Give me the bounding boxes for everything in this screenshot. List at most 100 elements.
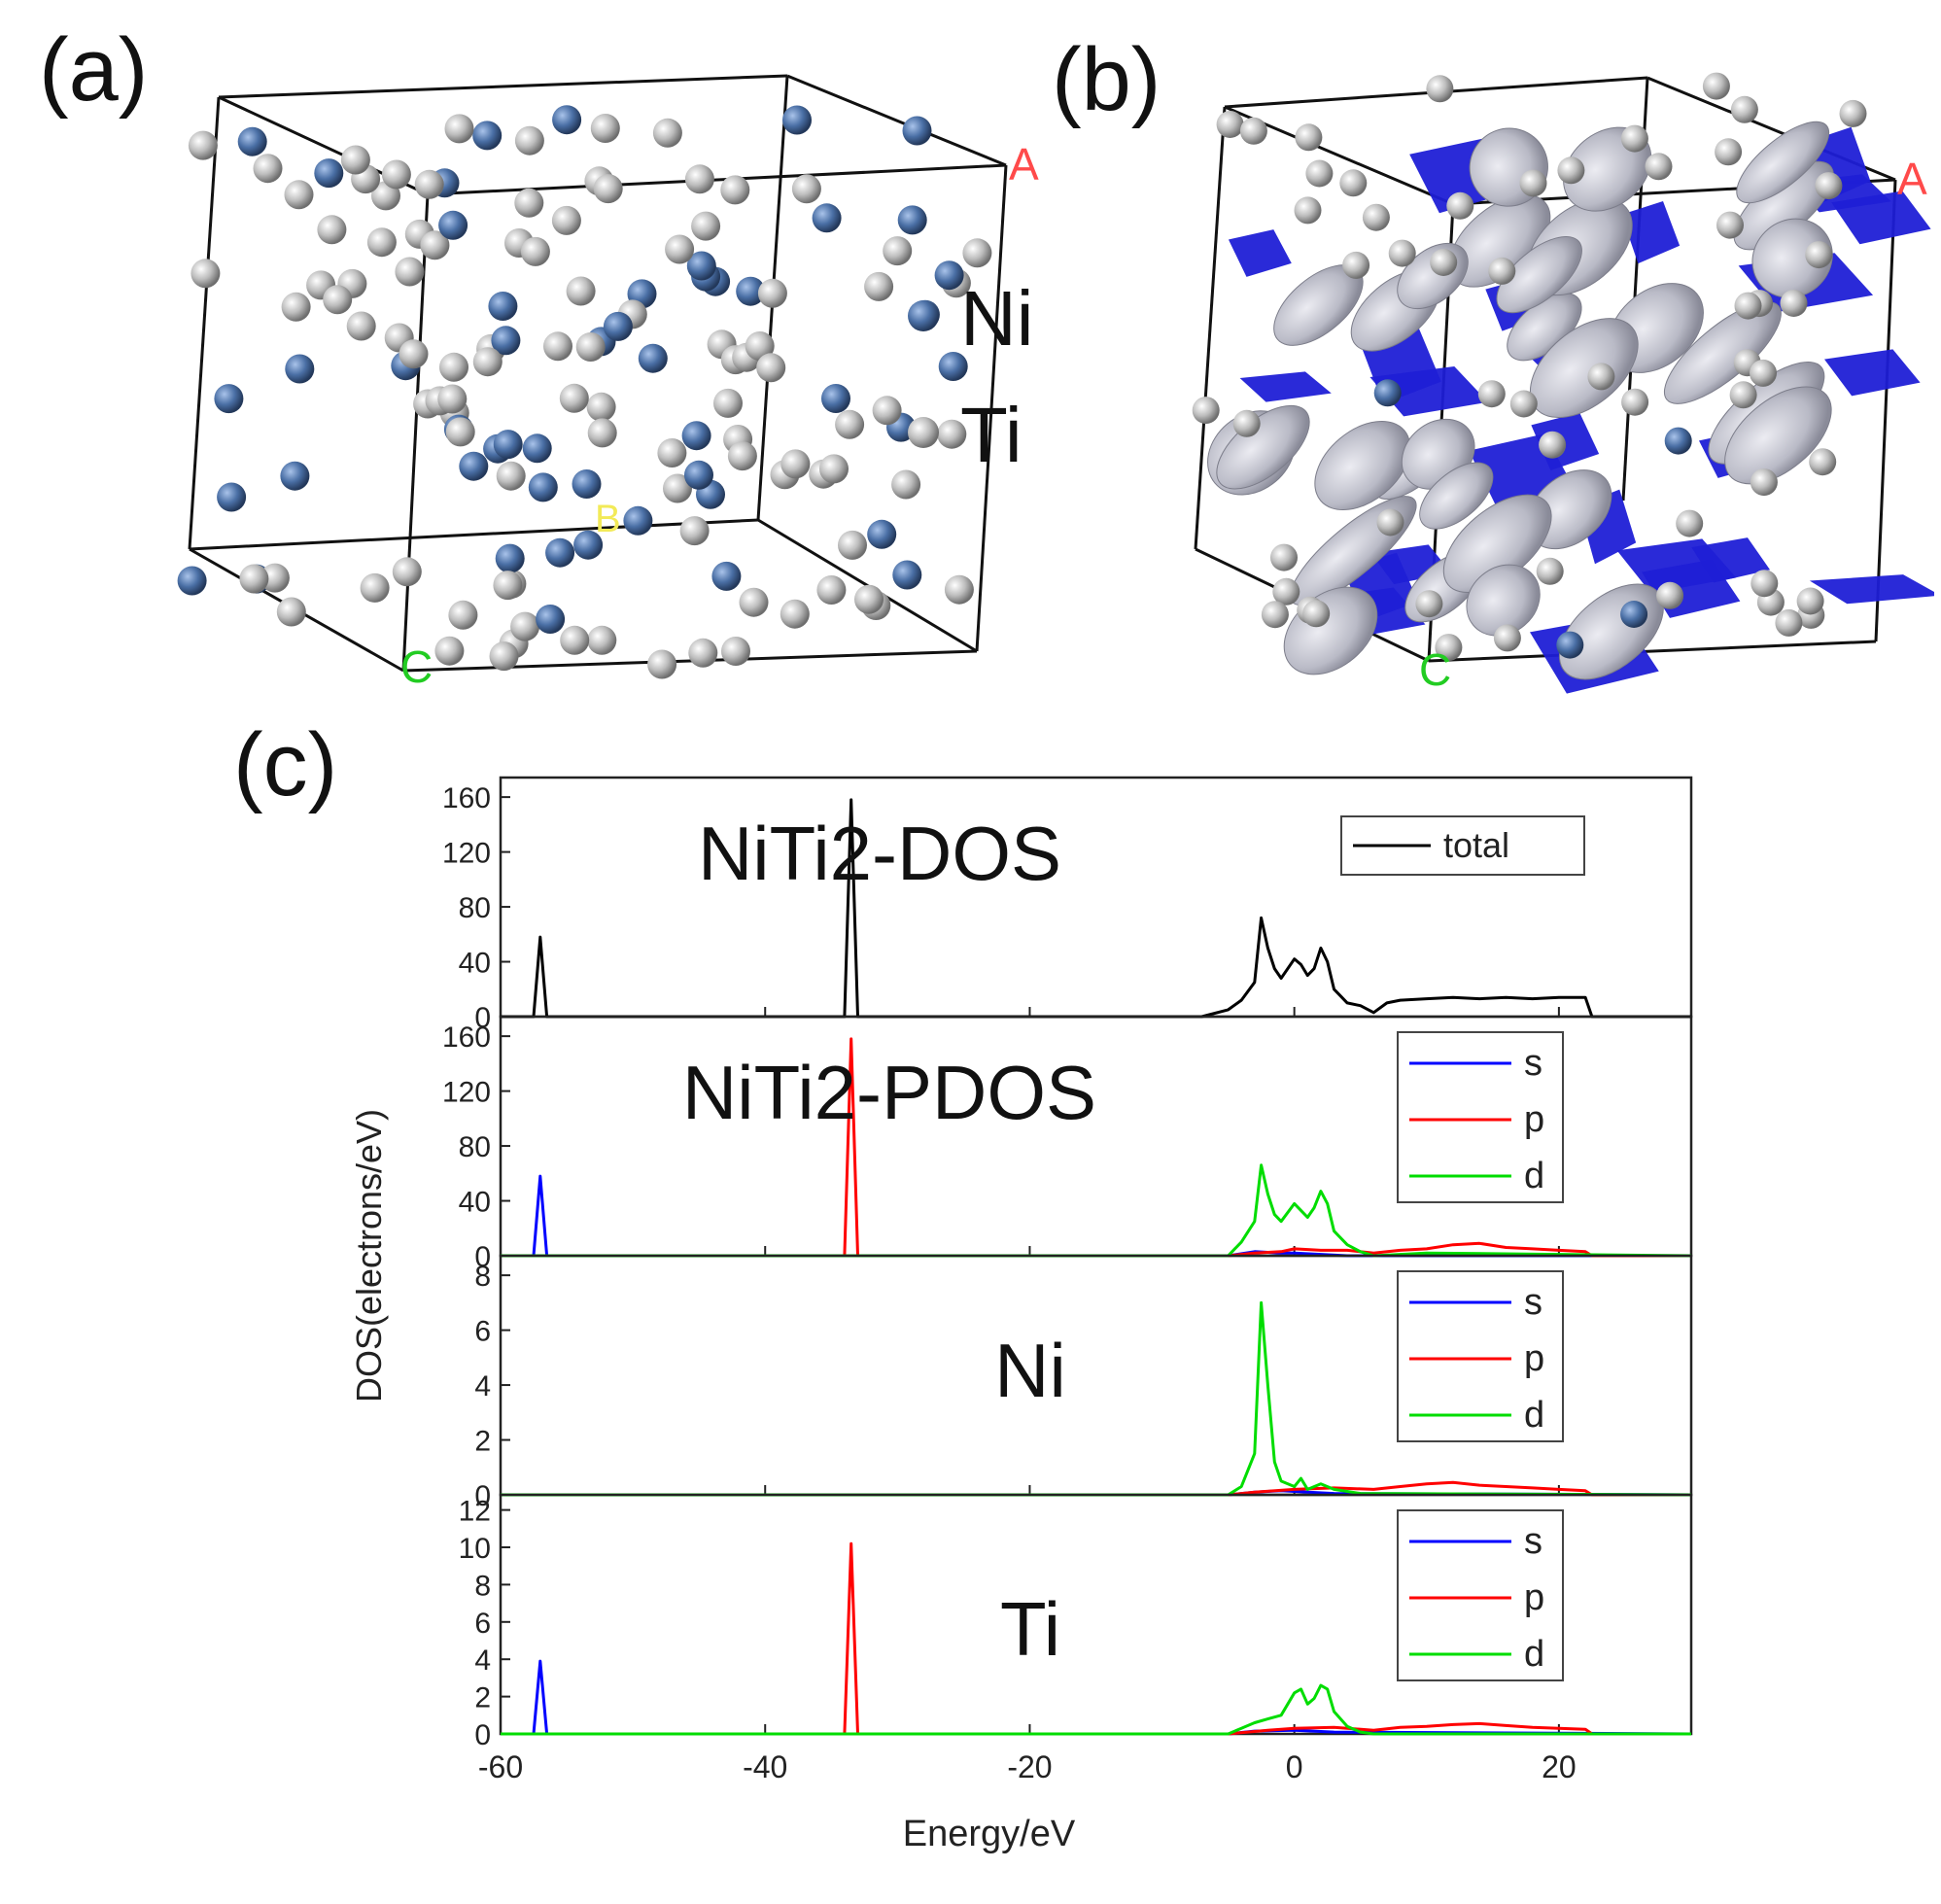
axis-label-b: B — [595, 498, 621, 540]
isosurface-group — [1207, 121, 1934, 694]
ti-atom — [281, 292, 311, 322]
ti-atom — [1734, 292, 1762, 320]
ti-atom — [1388, 239, 1416, 267]
ti-atom — [1376, 508, 1404, 537]
ti-atom — [780, 599, 810, 629]
ti-atom — [593, 174, 623, 204]
ti-atom — [575, 332, 606, 362]
ti-atom — [721, 637, 750, 666]
ni-atom — [528, 472, 558, 502]
legend-label-p: p — [1524, 1338, 1544, 1379]
cell-edge — [1194, 106, 1227, 550]
ti-atom — [1730, 95, 1758, 123]
ti-atom — [366, 227, 397, 258]
ti-atom — [1656, 581, 1684, 609]
ti-atom — [791, 174, 821, 204]
ti-atom — [253, 154, 283, 184]
y-tick-label: 0 — [474, 1719, 491, 1751]
y-tick-label: 6 — [474, 1316, 491, 1348]
subplot-3: 0 2 4 6 8 Ni spd — [474, 1254, 1693, 1512]
ti-atom — [757, 278, 787, 308]
panel-b-label: (b) — [1052, 30, 1161, 129]
ti-atom — [1435, 634, 1463, 662]
blue-isosurface — [1823, 349, 1921, 397]
ti-atom — [1536, 557, 1564, 585]
x-tick-label: 0 — [1286, 1749, 1303, 1784]
cell-edge — [1874, 179, 1897, 642]
ti-atom — [1750, 359, 1777, 387]
ti-atom — [587, 418, 617, 448]
subplot-title: Ti — [1000, 1586, 1060, 1672]
panel-c-label: (c) — [233, 715, 338, 814]
ti-atom — [1519, 169, 1547, 197]
subplot-title: NiTi2-DOS — [698, 811, 1061, 896]
ti-atom — [1796, 587, 1824, 615]
ni-atom — [545, 537, 575, 568]
ni-atom — [681, 421, 711, 451]
ni-atom — [938, 352, 968, 381]
ni-atom — [491, 326, 521, 356]
y-tick-label: 120 — [442, 838, 491, 870]
ti-atom — [937, 419, 967, 449]
ni-atom — [488, 292, 518, 321]
ti-atom — [1750, 468, 1778, 497]
ti-atom — [780, 449, 811, 479]
ti-atom — [1430, 249, 1458, 276]
y-tick-label: 8 — [474, 1261, 491, 1293]
ti-atom — [1488, 257, 1516, 285]
y-tick-label: 160 — [442, 1021, 491, 1054]
ti-atom — [1805, 241, 1833, 269]
y-axis-label: DOS(electrons/eV) — [349, 1109, 389, 1402]
ti-atom — [340, 145, 370, 175]
ni-atom — [638, 343, 668, 373]
ti-atom — [679, 516, 710, 546]
atom-group — [177, 105, 992, 679]
ti-atom — [444, 114, 474, 144]
y-tick-label: 2 — [474, 1426, 491, 1458]
ti-atom — [854, 584, 884, 614]
ti-atom — [819, 454, 849, 484]
ti-atom — [587, 625, 617, 655]
ni-atom — [1620, 601, 1648, 628]
series-d-line — [501, 1163, 1692, 1258]
ni-atom — [892, 560, 922, 590]
ti-atom — [420, 230, 450, 260]
axis-label-c: C — [400, 641, 433, 692]
y-tick-label: 4 — [474, 1644, 491, 1677]
ni-atom — [536, 605, 566, 634]
y-tick-label: 120 — [442, 1077, 491, 1109]
grey-isosurface — [1736, 121, 1830, 204]
ti-atom — [360, 572, 390, 603]
ti-atom — [1305, 159, 1334, 188]
ti-atom — [688, 638, 718, 668]
x-tick-label: -40 — [743, 1749, 787, 1784]
y-tick-label: 10 — [459, 1533, 491, 1565]
x-tick-label: 20 — [1542, 1749, 1577, 1784]
legend-label-d: d — [1524, 1156, 1544, 1196]
legend-box — [1397, 1270, 1564, 1442]
legend-label-d: d — [1524, 1634, 1544, 1675]
ti-atom — [276, 597, 306, 627]
ti-atom — [891, 469, 921, 500]
ti-atom — [838, 530, 867, 560]
panel-a-structure: A B C Ni Ti — [177, 74, 1039, 692]
ti-atom — [1261, 601, 1289, 629]
ni-atom — [711, 561, 742, 591]
ti-atom — [1645, 153, 1673, 181]
ti-atom — [1809, 448, 1837, 476]
ti-atom — [1270, 543, 1298, 571]
grey-isosurface — [1314, 420, 1411, 511]
ti-atom — [1775, 608, 1803, 637]
y-tick-label: 0 — [474, 1480, 491, 1512]
subplot-title: NiTi2-PDOS — [682, 1050, 1096, 1135]
ti-atom — [566, 276, 596, 306]
legend-label-s: s — [1524, 1521, 1542, 1562]
y-tick-label: 6 — [474, 1608, 491, 1640]
ni-atom — [285, 354, 315, 384]
ti-atom — [1446, 191, 1474, 220]
ni-atom — [217, 482, 247, 512]
cell-edge — [189, 518, 759, 551]
ti-atom — [1557, 156, 1585, 185]
ti-atom — [260, 563, 290, 593]
ti-atom — [323, 285, 353, 315]
